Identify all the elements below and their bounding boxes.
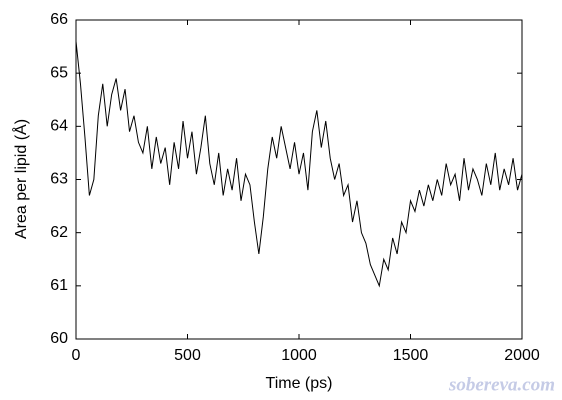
y-tick-label: 66 xyxy=(50,11,68,28)
x-tick-label: 1000 xyxy=(281,347,317,364)
data-line xyxy=(75,41,523,288)
x-tick-label: 500 xyxy=(174,347,201,364)
y-tick-label: 62 xyxy=(50,224,68,241)
watermark: sobereva.com xyxy=(448,374,555,395)
y-tick-label: 65 xyxy=(50,64,68,81)
x-axis-label: Time (ps) xyxy=(266,375,333,392)
y-tick-label: 63 xyxy=(50,171,68,188)
y-axis-label: Area per lipid (Å) xyxy=(11,119,30,239)
x-tick-label: 0 xyxy=(72,347,81,364)
y-tick-label: 64 xyxy=(50,118,68,135)
plot-frame xyxy=(75,19,523,340)
y-tick-label: 61 xyxy=(50,277,68,294)
y-tick-label: 60 xyxy=(50,330,68,347)
x-tick-label: 2000 xyxy=(504,347,540,364)
x-tick-label: 1500 xyxy=(393,347,429,364)
